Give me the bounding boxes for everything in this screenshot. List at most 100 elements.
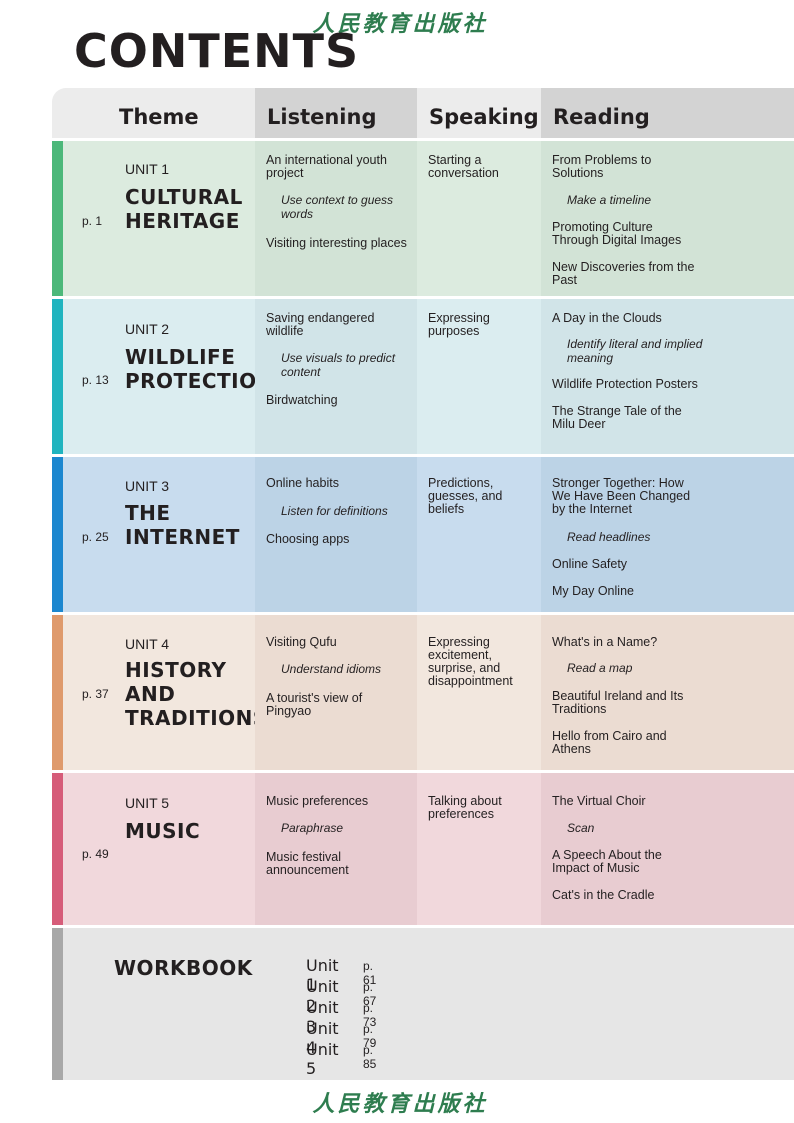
unit-5-reading-3: Cat's in the Cradle	[552, 888, 655, 902]
header-theme-label: Theme	[119, 105, 199, 129]
workbook-unit-5: Unit 5	[306, 1040, 339, 1078]
unit-2-reading-cell: A Day in the Clouds Identify literal and…	[541, 299, 794, 454]
workbook-color-bar	[52, 928, 63, 1080]
unit-1-reading-strategy: Make a timeline	[567, 193, 652, 207]
unit-5-listening-strategy: Paraphrase	[281, 821, 344, 835]
unit-3-reading-3: My Day Online	[552, 584, 634, 598]
unit-4-listening-cell: Visiting Qufu Understand idioms A touris…	[255, 615, 417, 770]
unit-2-label: UNIT 2	[125, 321, 170, 337]
workbook-title: WORKBOOK	[114, 956, 253, 980]
workbook-page-4: p. 79	[363, 1022, 377, 1050]
unit-1-speaking-1: Starting a conversation	[428, 153, 499, 180]
unit-3-page: p. 25	[82, 530, 109, 544]
unit-3-reading-1: Stronger Together: How We Have Been Chan…	[552, 476, 691, 516]
unit-5-color-bar	[52, 773, 63, 925]
unit-3-color-bar	[52, 457, 63, 612]
unit-1-reading-3: New Discoveries from the Past	[552, 260, 695, 287]
unit-1-reading-1: From Problems to Solutions	[552, 153, 652, 180]
unit-5-speaking-1: Talking about preferences	[428, 794, 502, 821]
workbook-unit-2: Unit 2	[306, 977, 339, 1015]
unit-4-listening-1: Visiting Qufu	[266, 635, 337, 649]
header-reading-label: Reading	[553, 105, 650, 129]
unit-3-speaking-1: Predictions, guesses, and beliefs	[428, 476, 503, 516]
unit-3-listening-strategy: Listen for definitions	[281, 504, 388, 518]
unit-4-color-bar	[52, 615, 63, 770]
unit-1-listening-strategy: Use context to guess words	[281, 193, 394, 221]
publisher-logo-top: 人民教育出版社	[312, 11, 488, 37]
workbook-unit-1: Unit 1	[306, 956, 339, 994]
unit-3-speaking-cell: Predictions, guesses, and beliefs	[417, 457, 541, 612]
unit-5-name-line-1: MUSIC	[125, 819, 201, 843]
unit-2-listening-2: Birdwatching	[266, 393, 338, 407]
unit-2-reading-strategy: Identify literal and implied meaning	[567, 337, 703, 365]
unit-3-listening-1: Online habits	[266, 476, 339, 490]
unit-1-speaking-cell: Starting a conversation	[417, 141, 541, 296]
unit-1-label: UNIT 1	[125, 161, 170, 177]
unit-4-reading-strategy: Read a map	[567, 661, 633, 675]
unit-1-name-line-1: CULTURAL	[125, 185, 243, 209]
workbook-row: WORKBOOK Unit 1 p. 61 Unit 2 p. 67 Unit 3 p…	[52, 928, 794, 1080]
unit-1-reading-2: Promoting Culture Through Digital Images	[552, 220, 682, 247]
unit-4-name-line-1: HISTORY	[125, 658, 227, 682]
unit-4-row: p. 37 UNIT 4 HISTORY AND TRADITIONS Visiti…	[52, 615, 794, 770]
unit-4-theme-cell: p. 37 UNIT 4 HISTORY AND TRADITIONS	[63, 615, 267, 770]
workbook-unit-3: Unit 3	[306, 998, 339, 1036]
header-speaking: Speaking	[417, 88, 541, 138]
unit-1-page: p. 1	[82, 214, 103, 228]
unit-5-reading-strategy: Scan	[567, 821, 595, 835]
unit-3-name: THE INTERNET	[125, 501, 265, 549]
unit-2-speaking-cell: Expressing purposes	[417, 299, 541, 454]
unit-3-row: p. 25 UNIT 3 THE INTERNET Online habits L…	[52, 457, 794, 612]
unit-4-reading-1: What's in a Name?	[552, 635, 658, 649]
unit-5-reading-1: The Virtual Choir	[552, 794, 646, 808]
unit-2-speaking-1: Expressing purposes	[428, 311, 490, 338]
publisher-logo-bottom: 人民教育出版社	[312, 1091, 488, 1117]
unit-3-reading-2: Online Safety	[552, 557, 628, 571]
unit-5-row: p. 49 UNIT 5 MUSIC Music preferences Par…	[52, 773, 794, 925]
unit-1-row: p. 1 UNIT 1 CULTURAL HERITAGE An internat…	[52, 141, 794, 296]
unit-3-label: UNIT 3	[125, 478, 170, 494]
unit-5-theme-cell: p. 49 UNIT 5 MUSIC	[63, 773, 255, 925]
unit-2-page: p. 13	[82, 373, 109, 387]
unit-2-reading-2: Wildlife Protection Posters	[552, 377, 698, 391]
unit-3-name-line-1: THE	[125, 501, 171, 525]
unit-5-listening-2: Music festival announcement	[266, 850, 349, 877]
workbook-unit-4: Unit 4	[306, 1019, 339, 1057]
unit-5-label: UNIT 5	[125, 795, 170, 811]
unit-2-name: WILDLIFE PROTECTION	[125, 345, 273, 393]
unit-4-label: UNIT 4	[125, 636, 170, 652]
unit-5-reading-2: A Speech About the Impact of Music	[552, 848, 662, 875]
unit-1-color-bar	[52, 141, 63, 296]
unit-4-name: HISTORY AND TRADITIONS	[125, 658, 267, 730]
unit-1-listening-1: An international youth project	[266, 153, 387, 180]
unit-2-listening-strategy: Use visuals to predict content	[281, 351, 396, 379]
workbook-page-5: p. 85	[363, 1043, 377, 1071]
unit-2-reading-3: The Strange Tale of the Milu Deer	[552, 404, 682, 431]
unit-2-name-line-1: WILDLIFE	[125, 345, 236, 369]
contents-table: Theme Listening Speaking Reading p. 1 UN…	[52, 88, 794, 1080]
workbook-page-1: p. 61	[363, 959, 377, 987]
unit-4-name-line-2: AND	[125, 682, 176, 706]
workbook-page-2: p. 67	[363, 980, 377, 1008]
unit-3-name-line-2: INTERNET	[125, 525, 240, 549]
unit-5-reading-cell: The Virtual Choir Scan A Speech About th…	[541, 773, 794, 925]
unit-4-speaking-1: Expressing excitement, surprise, and dis…	[428, 635, 513, 688]
header-listening-label: Listening	[267, 105, 377, 129]
unit-2-row: p. 13 UNIT 2 WILDLIFE PROTECTION Saving e…	[52, 299, 794, 454]
unit-1-name: CULTURAL HERITAGE	[125, 185, 265, 233]
unit-4-reading-3: Hello from Cairo and Athens	[552, 729, 667, 756]
header-speaking-label: Speaking	[429, 105, 539, 129]
unit-4-speaking-cell: Expressing excitement, surprise, and dis…	[417, 615, 541, 770]
unit-2-listening-1: Saving endangered wildlife	[266, 311, 375, 338]
unit-4-listening-2: A tourist's view of Pingyao	[266, 691, 363, 718]
workbook-page-3: p. 73	[363, 1001, 377, 1029]
unit-5-page: p. 49	[82, 847, 109, 861]
unit-1-name-line-2: HERITAGE	[125, 209, 240, 233]
unit-3-reading-strategy: Read headlines	[567, 530, 651, 544]
unit-4-listening-strategy: Understand idioms	[281, 662, 382, 676]
header-listening: Listening	[255, 88, 417, 138]
unit-1-listening-2: Visiting interesting places	[266, 236, 407, 250]
unit-2-reading-1: A Day in the Clouds	[552, 311, 662, 325]
unit-1-reading-cell: From Problems to Solutions Make a timeli…	[541, 141, 794, 296]
unit-5-name: MUSIC	[125, 819, 265, 843]
